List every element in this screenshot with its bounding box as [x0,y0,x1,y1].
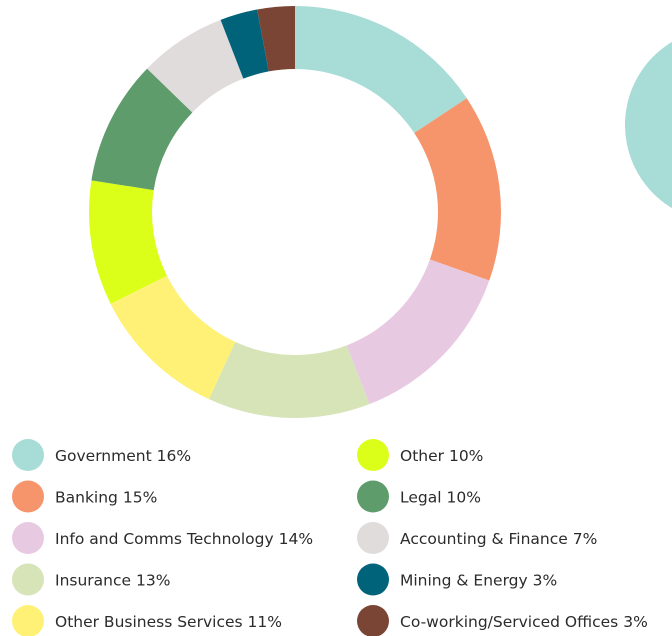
legend-swatch [12,522,44,554]
legend-name: Government [55,447,152,465]
legend-name: Banking [55,488,118,506]
legend-swatch [357,605,389,636]
legend-name: Co-working/Serviced Offices [400,613,618,631]
donut-slice [147,19,244,113]
legend-label: Banking 15% [55,488,157,506]
legend-value: 10% [446,488,480,506]
legend-name: Legal [400,488,442,506]
legend-name: Info and Comms Technology [55,530,274,548]
donut-slice [91,68,193,191]
legend-label: Info and Comms Technology 14% [55,530,313,548]
legend-swatch [357,439,389,471]
donut-slice [346,259,490,405]
legend-value: 16% [157,447,191,465]
legend-value: 15% [123,488,157,506]
legend-swatch [357,522,389,554]
legend-value: 3% [623,613,648,631]
legend-swatch [12,480,44,513]
legend-label: Government 16% [55,447,191,465]
legend-label: Insurance 13% [55,571,170,589]
legend-label: Legal 10% [400,488,481,506]
donut-slice [110,275,236,400]
donut-slice [414,98,502,281]
legend-swatch [357,480,389,513]
legend-name: Other [400,447,445,465]
legend-value: 13% [136,571,170,589]
legend-value: 14% [279,530,313,548]
legend-name: Accounting & Finance [400,530,568,548]
legend-swatch [12,605,44,636]
legend-label: Other Business Services 11% [55,613,282,631]
legend-label: Other 10% [400,447,483,465]
donut-slice [220,9,269,79]
donut-slice [295,6,467,134]
donut-slice [88,180,167,304]
adjacent-chart-edge [625,41,672,209]
legend-name: Other Business Services [55,613,243,631]
legend-label: Accounting & Finance 7% [400,530,597,548]
donut-slice [208,341,370,418]
legend-swatch [12,439,44,471]
legend-swatch [12,563,44,596]
legend-label: Co-working/Serviced Offices 3% [400,613,648,631]
donut-slice [257,6,295,72]
legend-value: 10% [449,447,483,465]
legend-name: Mining & Energy [400,571,528,589]
legend-swatch [357,563,389,596]
legend-value: 11% [248,613,282,631]
legend-value: 7% [573,530,598,548]
legend-name: Insurance [55,571,131,589]
legend-label: Mining & Energy 3% [400,571,557,589]
legend-value: 3% [533,571,558,589]
